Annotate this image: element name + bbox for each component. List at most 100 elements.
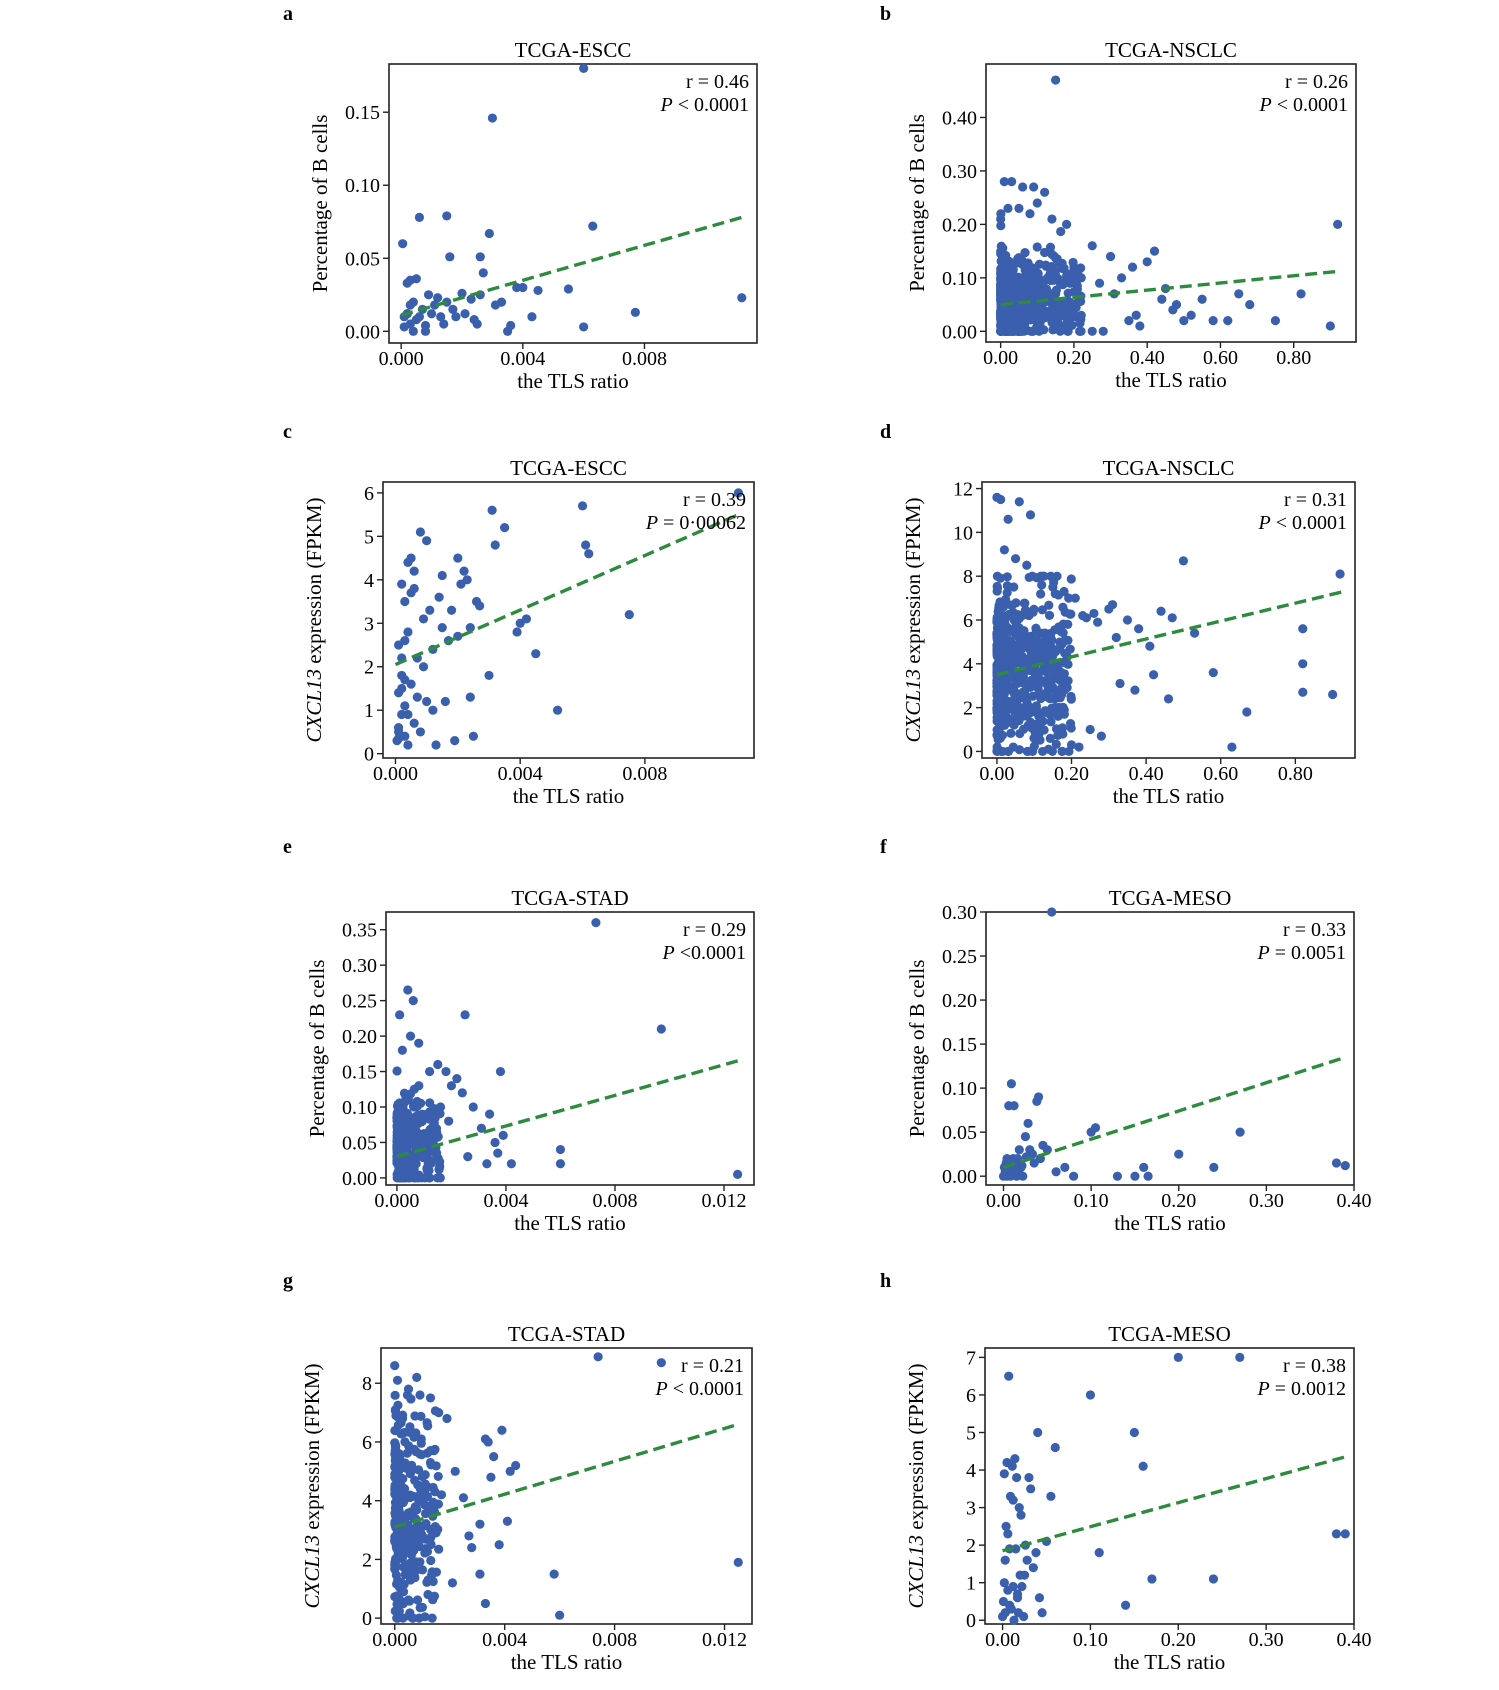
scatter-point xyxy=(1129,1427,1139,1438)
scatter-point xyxy=(393,1400,403,1410)
scatter-point xyxy=(588,221,598,231)
scatter-point xyxy=(435,1157,445,1167)
scatter-point xyxy=(403,627,413,637)
scatter-point xyxy=(422,1491,433,1502)
scatter-point xyxy=(993,606,1003,617)
scatter-point xyxy=(402,1560,412,1570)
scatter-point xyxy=(423,1482,433,1492)
scatter-point xyxy=(1052,670,1063,680)
scatter-point xyxy=(1047,746,1057,757)
scatter-point xyxy=(579,322,589,332)
scatter-point xyxy=(427,1613,437,1623)
scatter-point xyxy=(450,1466,460,1476)
regression-line xyxy=(400,215,743,317)
stat-p-symbol: P xyxy=(1257,942,1270,964)
x-axis-label: the TLS ratio xyxy=(511,1650,623,1674)
scatter-point xyxy=(403,740,413,750)
scatter-point xyxy=(472,319,482,329)
scatter-point xyxy=(425,1536,435,1546)
y-axis-label-text: Percentage of B cells xyxy=(308,115,332,293)
scatter-point xyxy=(418,614,429,624)
scatter-point xyxy=(992,725,1002,735)
scatter-point xyxy=(440,696,450,707)
scatter-point xyxy=(1019,1570,1030,1580)
scatter-point xyxy=(1046,680,1056,690)
x-tick-label: 0.000 xyxy=(379,348,424,370)
scatter-point xyxy=(1044,600,1054,610)
scatter-point xyxy=(1007,1461,1017,1471)
scatter-point xyxy=(1127,262,1138,272)
scatter-point xyxy=(1012,1589,1023,1599)
stat-p-symbol: P xyxy=(1259,94,1272,116)
scatter-point xyxy=(1107,600,1118,610)
scatter-point xyxy=(400,636,410,646)
scatter-point xyxy=(400,675,410,685)
chart-title: TCGA-STAD xyxy=(508,1322,625,1346)
scatter-point xyxy=(555,1159,566,1169)
scatter-point xyxy=(410,1523,420,1533)
scatter-point xyxy=(1062,683,1072,693)
scatter-point xyxy=(1001,1521,1011,1531)
y-tick-label: 5 xyxy=(364,526,374,548)
scatter-point xyxy=(404,1611,414,1621)
scatter-point xyxy=(412,1101,422,1111)
scatter-point xyxy=(1005,611,1015,621)
scatter-points xyxy=(996,75,1343,336)
scatter-point xyxy=(436,1490,447,1500)
scatter-point xyxy=(400,1096,411,1106)
regression-line xyxy=(1000,269,1338,307)
scatter-point xyxy=(1033,1092,1044,1102)
panel-letter: h xyxy=(880,1270,891,1292)
scatter-point xyxy=(1020,679,1030,689)
scatter-point xyxy=(593,1352,603,1362)
scatter-point xyxy=(425,1445,436,1456)
scatter-point xyxy=(656,1358,666,1368)
y-tick-label: 0.35 xyxy=(342,920,377,942)
stat-p-value: < 0.0001 xyxy=(673,94,749,116)
scatter-point xyxy=(733,488,744,498)
scatter-point xyxy=(390,1425,400,1436)
scatter-point xyxy=(459,566,469,576)
y-tick-label: 2 xyxy=(362,1549,372,1571)
scatter-point xyxy=(999,304,1009,314)
scatter-point xyxy=(1223,316,1233,326)
scatter-point xyxy=(1138,1461,1148,1471)
scatter-point xyxy=(591,918,601,928)
scatter-point xyxy=(1069,262,1079,272)
stat-r: r = 0.33 xyxy=(1283,919,1346,941)
y-tick-label: 0.10 xyxy=(942,268,977,290)
scatter-point xyxy=(465,692,475,702)
scatter-point xyxy=(995,573,1006,583)
scatter-point xyxy=(1004,1371,1014,1381)
plot-frame xyxy=(385,911,755,1186)
scatter-point xyxy=(457,1088,467,1098)
scatter-point xyxy=(1050,1442,1060,1453)
scatter-point xyxy=(1004,642,1014,652)
scatter-point xyxy=(415,1484,425,1494)
scatter-point xyxy=(1057,746,1067,757)
x-tick-label: 0.008 xyxy=(622,348,667,370)
plot-frame xyxy=(382,481,755,759)
scatter-point xyxy=(1335,569,1345,579)
scatter-point xyxy=(1018,182,1028,192)
y-tick-label: 0.00 xyxy=(345,321,380,343)
scatter-point xyxy=(420,1520,430,1531)
scatter-point xyxy=(1022,1555,1032,1565)
scatter-point xyxy=(411,1428,421,1438)
regression-line xyxy=(1003,1055,1346,1170)
scatter-point xyxy=(432,1173,443,1183)
y-tick-label: 0.20 xyxy=(942,214,977,236)
scatter-point xyxy=(1045,270,1055,280)
scatter-point xyxy=(404,1441,414,1451)
scatter-point xyxy=(1076,273,1086,283)
scatter-point xyxy=(999,1469,1009,1479)
scatter-points xyxy=(392,918,743,1183)
scatter-point xyxy=(458,1493,469,1503)
scatter-point xyxy=(1012,282,1022,292)
scatter-point xyxy=(390,1361,400,1371)
scatter-point xyxy=(405,300,415,310)
scatter-point xyxy=(453,553,463,563)
scatter-point xyxy=(1014,203,1024,213)
scatter-point xyxy=(1002,572,1012,582)
